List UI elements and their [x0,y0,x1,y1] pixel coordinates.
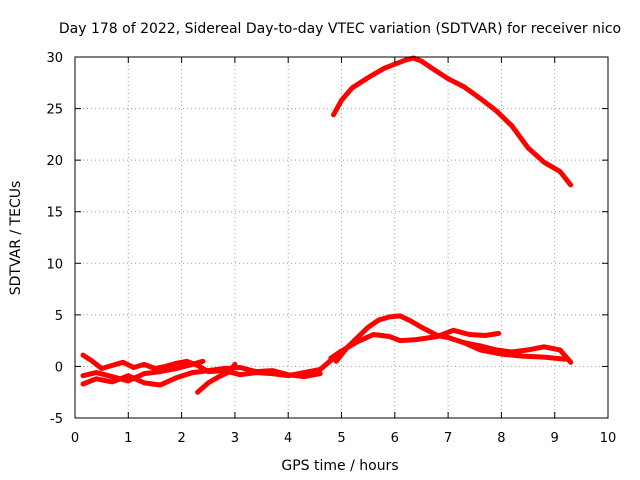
y-tick-label: 10 [46,257,63,272]
x-tick-label: 7 [444,431,452,446]
y-tick-label: 5 [55,309,63,324]
x-tick-label: 8 [497,431,505,446]
y-tick-label: 20 [46,154,63,169]
series-line-satellite-arc-mid [328,327,502,361]
series-line-satellite-arc-low4 [195,361,238,395]
grid-layer [75,57,608,418]
x-tick-label: 4 [284,431,292,446]
x-tick-label: 10 [600,431,617,446]
x-tick-label: 6 [391,431,399,446]
series-layer [80,55,574,395]
x-tick-label: 5 [337,431,345,446]
plot-frame [74,56,609,419]
y-tick-label: 25 [46,103,63,118]
x-tick-label: 1 [124,431,132,446]
y-tick-label: 15 [46,206,63,221]
x-tick-label: 0 [71,431,79,446]
chart-title: Day 178 of 2022, Sidereal Day-to-day VTE… [59,21,621,37]
series-line-satellite-arc-tail [461,340,574,365]
y-tick-label: 30 [46,51,63,66]
x-tick-label: 2 [177,431,185,446]
y-axis-label: SDTVAR / TECUs [8,181,24,296]
x-tick-label: 3 [231,431,239,446]
axis-layer: 0 1 2 3 4 5 6 7 8 9 10 -5 0 5 10 15 20 25 30 [46,51,616,446]
series-line-satellite-arc-bump [333,313,568,364]
series-line-satellite-arc-high [331,55,574,188]
y-tick-label: -5 [50,412,63,427]
x-tick-label: 9 [551,431,559,446]
series-line-satellite-arc-low3 [80,358,206,384]
y-tick-label: 0 [55,360,63,375]
x-axis-label: GPS time / hours [281,458,398,474]
